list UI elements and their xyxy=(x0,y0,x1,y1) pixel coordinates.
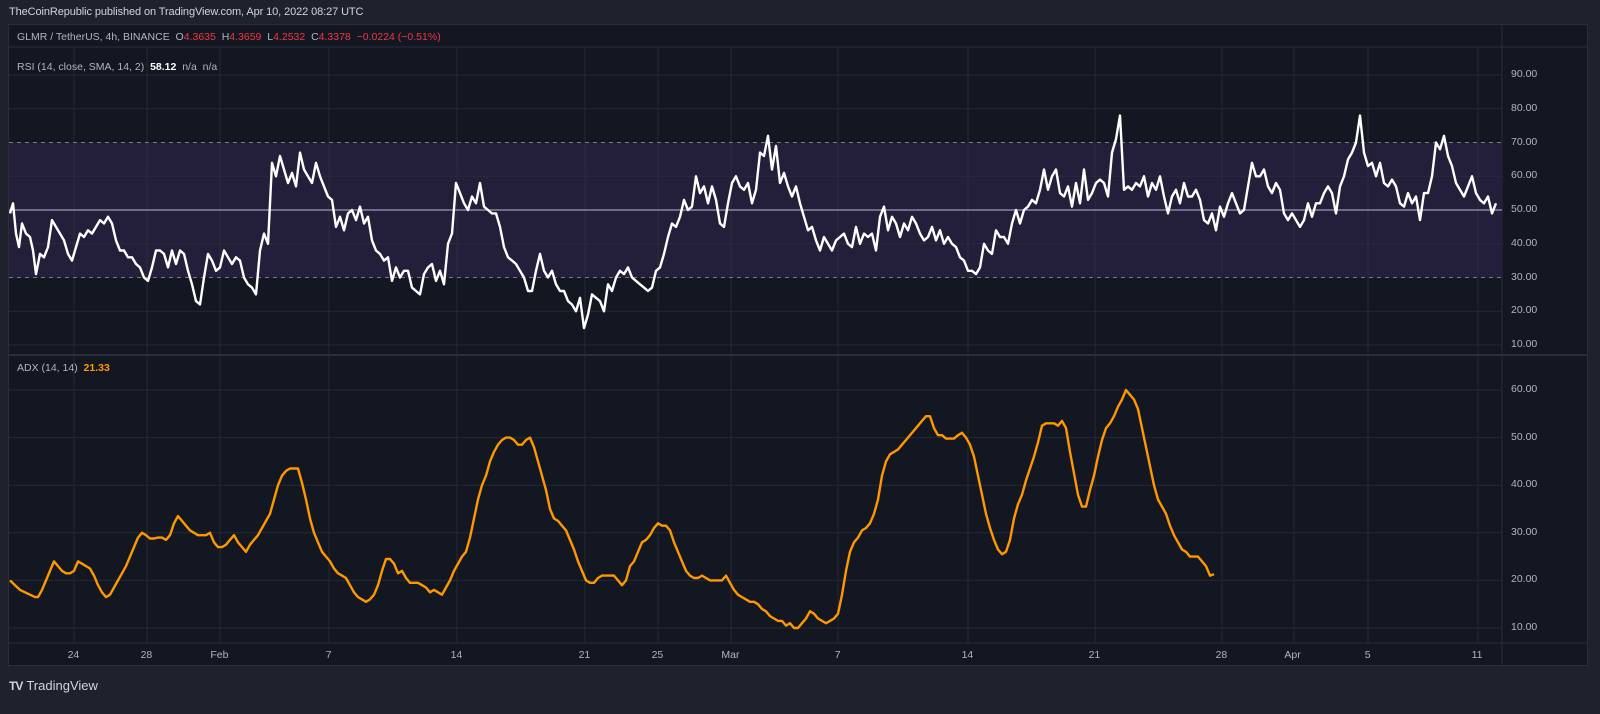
adx-label: ADX (14, 14) xyxy=(17,362,78,374)
high-value: 4.3659 xyxy=(229,31,262,43)
symbol-legend[interactable]: GLMR / TetherUS, 4h, BINANCE O4.3635 H4.… xyxy=(17,31,441,43)
time-axis-tick: 5 xyxy=(1364,649,1371,661)
low-value: 4.2532 xyxy=(273,31,306,43)
time-axis-tick: 21 xyxy=(1088,649,1101,661)
rsi-axis-tick: 50.00 xyxy=(1511,203,1538,215)
adx-axis-tick: 30.00 xyxy=(1511,525,1538,538)
time-axis-tick: 25 xyxy=(651,649,664,661)
time-axis-tick: Mar xyxy=(721,649,740,661)
rsi-legend[interactable]: RSI (14, close, SMA, 14, 2) 58.12 n/a n/… xyxy=(17,61,217,73)
rsi-axis-tick: 90.00 xyxy=(1511,68,1538,80)
change-value: −0.0224 (−0.51%) xyxy=(356,31,441,43)
publish-header: TheCoinRepublic published on TradingView… xyxy=(9,6,364,18)
adx-line xyxy=(9,388,1215,630)
time-axis-tick: 28 xyxy=(1215,649,1228,661)
adx-value: 21.33 xyxy=(83,362,110,374)
rsi-line xyxy=(8,114,1498,330)
rsi-value: 58.12 xyxy=(150,61,177,73)
open-value: 4.3635 xyxy=(183,31,216,43)
close-value: 4.3378 xyxy=(318,31,351,43)
rsi-axis-tick: 20.00 xyxy=(1511,304,1538,317)
low-label: L xyxy=(267,31,274,43)
time-axis-tick: 28 xyxy=(140,649,153,661)
adx-axis-tick: 40.00 xyxy=(1511,478,1538,491)
time-axis-tick: 11 xyxy=(1471,649,1483,661)
symbol-name: GLMR / TetherUS, 4h, BINANCE xyxy=(17,31,170,43)
adx-legend[interactable]: ADX (14, 14) 21.33 xyxy=(17,362,110,374)
time-axis-tick: 14 xyxy=(450,649,463,661)
rsi-na-2: n/a xyxy=(202,61,218,73)
rsi-axis-tick: 10.00 xyxy=(1511,338,1538,350)
tradingview-brand: TradingView xyxy=(26,678,98,693)
rsi-axis-tick: 40.00 xyxy=(1511,236,1538,249)
time-axis-tick: 14 xyxy=(961,649,974,661)
tradingview-logo-icon: TV xyxy=(9,678,23,693)
time-axis-tick: Apr xyxy=(1284,649,1301,661)
footer-branding: TV TradingView xyxy=(9,678,98,693)
adx-axis-tick: 10.00 xyxy=(1511,621,1538,633)
rsi-axis-tick: 70.00 xyxy=(1511,135,1538,148)
high-label: H xyxy=(221,31,230,43)
time-axis-tick: 7 xyxy=(325,649,332,661)
close-label: C xyxy=(311,31,319,43)
rsi-label: RSI (14, close, SMA, 14, 2) xyxy=(17,61,145,73)
time-axis-tick: 21 xyxy=(578,649,591,661)
adx-axis-tick: 20.00 xyxy=(1511,573,1538,586)
adx-axis-tick: 50.00 xyxy=(1511,430,1538,443)
rsi-na-1: n/a xyxy=(182,61,197,73)
time-axis-tick: Feb xyxy=(210,649,229,661)
rsi-axis-tick: 60.00 xyxy=(1511,169,1538,182)
time-axis-tick: 24 xyxy=(67,649,80,661)
time-axis-tick: 7 xyxy=(834,649,841,661)
open-label: O xyxy=(175,31,184,43)
adx-axis-tick: 60.00 xyxy=(1511,383,1538,395)
rsi-axis-tick: 30.00 xyxy=(1511,270,1538,283)
rsi-axis-tick: 80.00 xyxy=(1511,101,1538,114)
